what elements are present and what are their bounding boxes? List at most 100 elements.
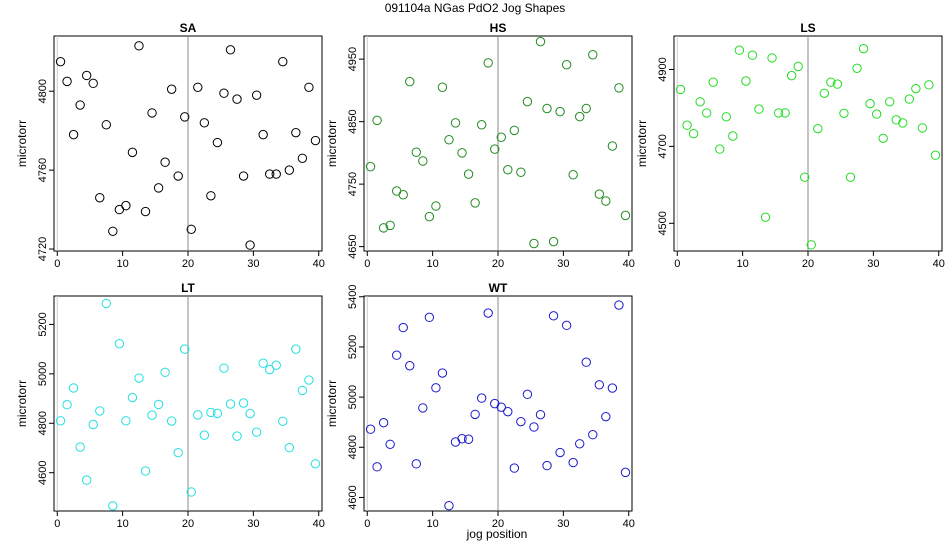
data-point [212,408,223,419]
data-point [904,94,915,104]
data-point [786,70,797,81]
x-tick-label: 10 [427,258,439,270]
data-point [75,442,85,452]
data-point [930,150,941,160]
data-point [575,111,585,122]
data-point [450,437,461,447]
data-point [160,157,170,167]
data-point [529,238,539,249]
data-point [542,460,552,471]
data-point [548,311,559,321]
y-tick-label: 4750 [347,172,359,196]
data-point [878,133,888,144]
x-tick-label: 40 [623,258,635,270]
x-tick-label: 0 [364,518,370,530]
panel-title: SA [180,21,197,35]
data-point [405,76,415,87]
data-point [555,447,565,458]
y-tick-label: 4650 [347,234,359,258]
data-point [437,368,448,378]
data-point [620,467,631,478]
data-point [365,161,376,172]
data-point [614,83,624,93]
data-point [411,147,421,157]
data-point [173,447,183,458]
data-point [424,211,435,222]
x-tick-label: 40 [313,258,325,270]
data-point [780,108,790,118]
data-point [251,427,262,437]
data-point [588,50,598,60]
data-point [284,165,295,175]
y-tick-label: 4500 [657,211,669,235]
panel-sa: SA 0 10 20 30 40 4720 4760 4800 microtorr [15,21,325,270]
y-tick-label: 5200 [37,312,49,336]
data-point [424,312,435,323]
data-point [68,383,79,393]
data-point [114,338,125,349]
data-point [206,407,216,418]
x-tick-label: 40 [313,518,325,530]
data-point [490,144,500,154]
data-point [238,398,249,408]
panels: SA 0 10 20 30 40 4720 4760 4800 microtorr HS 0 10 20 3… [15,21,945,530]
y-tick-label: 5200 [347,335,359,359]
data-point [457,148,467,158]
data-point [265,364,275,375]
data-point [121,200,131,211]
panel-title: HS [490,21,507,35]
data-point [695,97,705,107]
data-point [601,196,611,206]
data-point [398,322,408,333]
data-point [140,466,151,476]
data-point [199,430,210,440]
panel-wt: WT 0 10 20 30 40 4600 4800 5000 5200 5400 microtorr [325,281,635,530]
data-point [193,410,203,420]
data-point [121,416,131,426]
data-point [127,147,138,158]
data-point [588,430,598,440]
y-tick-label: 4760 [37,158,49,182]
data-point [186,487,196,497]
data-point [68,129,79,140]
data-point [62,400,72,410]
data-point [688,128,699,139]
panel-hs: HS 0 10 20 30 40 4650 4750 4850 4950 microtorr [325,21,635,270]
panel-lt: LT 0 10 20 30 40 4600 4800 5000 5200 microtorr [15,281,325,530]
data-point [418,156,428,166]
panel-title: WT [489,281,508,295]
data-point [310,135,321,146]
y-tick-label: 4800 [347,435,359,459]
data-point [219,88,229,98]
data-point [470,409,480,420]
data-point [450,118,461,128]
data-point [457,434,467,444]
data-point [238,171,249,181]
data-point [147,108,157,118]
data-point [891,115,901,125]
data-point [839,108,849,119]
data-point [470,198,480,208]
data-point [806,240,816,250]
y-tick-label: 5000 [37,362,49,386]
data-point [496,132,506,142]
data-point [741,76,751,86]
x-tick-label: 30 [247,518,259,530]
y-tick-label: 4850 [347,109,359,133]
data-point [153,183,164,193]
data-point [75,100,85,110]
data-point [127,392,138,403]
data-point [81,475,92,485]
data-point [476,393,487,403]
data-point [134,41,144,51]
y-axis-label: microtorr [15,120,29,167]
data-point [832,79,843,89]
data-point [278,56,288,67]
data-point [721,112,731,122]
data-point [88,419,98,430]
data-point [865,98,875,109]
data-point [509,463,520,473]
data-point [225,399,236,409]
data-point [304,375,314,385]
